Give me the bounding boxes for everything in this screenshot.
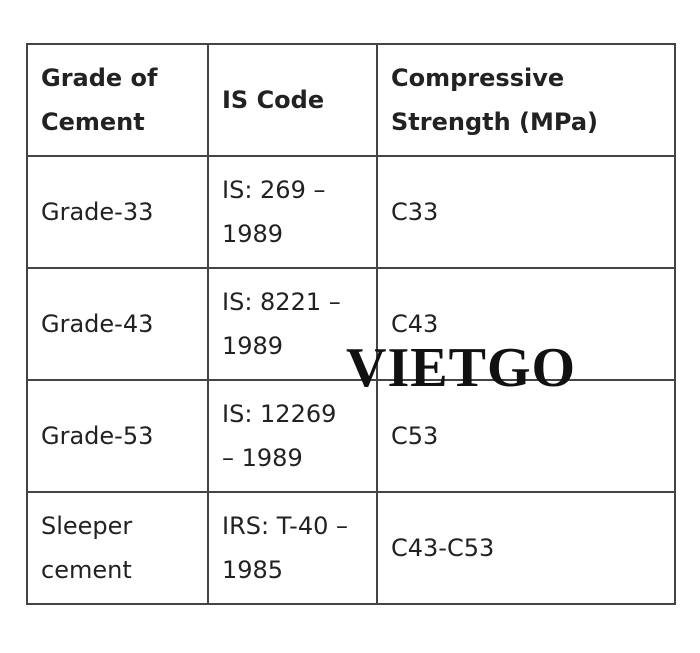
watermark: VIETGO	[346, 337, 577, 399]
table-cell: Grade-53	[26, 379, 209, 493]
table-row: Grade-33 IS: 269 – 1989 C33	[26, 155, 676, 269]
table-cell: IS: 269 – 1989	[207, 155, 378, 269]
table-row: Grade-43 IS: 8221 – 1989 C43	[26, 267, 676, 381]
table-cell: Grade-43	[26, 267, 209, 381]
header-cell: IS Code	[207, 43, 378, 157]
table-cell: Grade-33	[26, 155, 209, 269]
table-row: Sleeper cement IRS: T-40 – 1985 C43-C53	[26, 491, 676, 605]
table-cell: C43	[376, 267, 676, 381]
header-row: Grade of Cement IS Code Compressive Streng…	[26, 43, 676, 157]
table-cell: Sleeper cement	[26, 491, 209, 605]
header-cell: Grade of Cement	[26, 43, 209, 157]
header-cell: Compressive Strength (MPa)	[376, 43, 676, 157]
table-cell: C43-C53	[376, 491, 676, 605]
cement-table: Grade of Cement IS Code Compressive Streng…	[26, 43, 676, 605]
table-body: Grade-33 IS: 269 – 1989 C33 Grade-43 IS: 822…	[26, 155, 676, 605]
table-cell: C53	[376, 379, 676, 493]
table-cell: IS: 12269 – 1989	[207, 379, 378, 493]
table-cell: IS: 8221 – 1989	[207, 267, 378, 381]
table-cell: C33	[376, 155, 676, 269]
table-row: Grade-53 IS: 12269 – 1989 C53	[26, 379, 676, 493]
table-cell: IRS: T-40 – 1985	[207, 491, 378, 605]
